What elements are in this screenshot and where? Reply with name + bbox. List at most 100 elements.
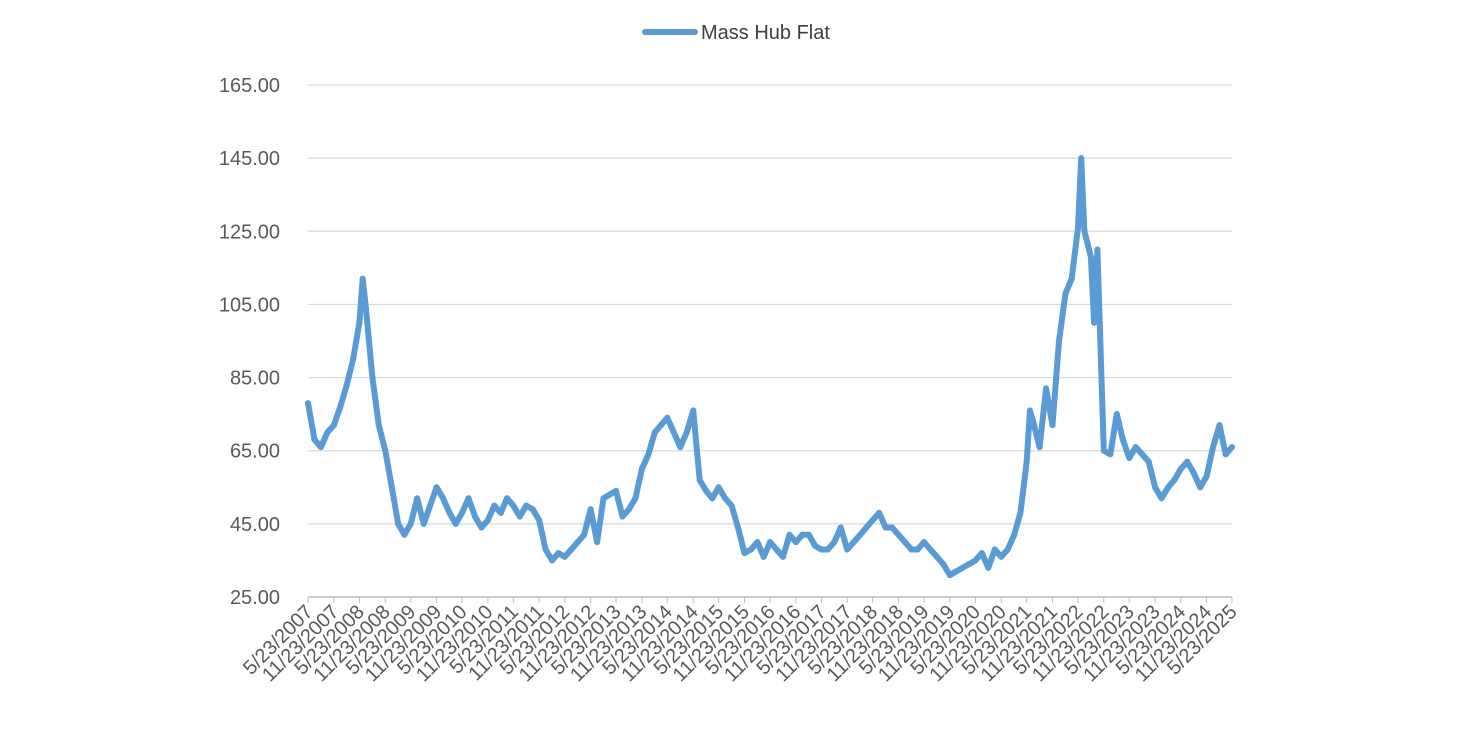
data-point [350, 356, 357, 363]
data-point [1152, 484, 1159, 491]
data-point [568, 546, 575, 553]
data-point [542, 546, 549, 553]
data-point [1222, 451, 1229, 458]
data-point [1056, 338, 1062, 344]
data-point [427, 502, 434, 509]
data-point [1171, 477, 1178, 483]
data-point [651, 429, 658, 436]
data-point [465, 495, 472, 502]
data-point [1091, 319, 1098, 326]
data-point [869, 517, 876, 524]
data-point [1043, 385, 1050, 392]
data-point [978, 550, 985, 557]
legend: Mass Hub Flat [642, 22, 830, 44]
data-point [504, 495, 510, 502]
data-point [1216, 422, 1223, 429]
series [305, 155, 1235, 579]
data-point [1132, 444, 1139, 451]
data-point [626, 506, 632, 513]
data-point [1184, 458, 1191, 465]
data-point [484, 517, 491, 524]
data-point [401, 531, 408, 538]
data-point [324, 429, 331, 436]
data-point [1177, 466, 1184, 472]
data-point [677, 444, 684, 451]
data-point [1068, 275, 1075, 282]
data-point [1190, 469, 1197, 476]
data-point [946, 572, 953, 579]
data-point [914, 546, 921, 553]
data-point [491, 502, 498, 509]
data-point [382, 447, 389, 454]
data-point [780, 553, 786, 560]
data-point [1139, 451, 1146, 458]
data-point [812, 542, 818, 549]
data-point [998, 553, 1005, 560]
data-point [1026, 407, 1033, 414]
data-point [1023, 458, 1030, 465]
data-point [619, 513, 626, 520]
data-point [741, 550, 748, 557]
data-point [1119, 436, 1126, 443]
data-point [395, 520, 402, 527]
y-axis: 25.00 45.00 65.00 85.00 105.00 125.00 145.00 16… [219, 75, 280, 609]
data-point [536, 517, 543, 524]
grid [308, 84, 1232, 525]
data-point [574, 539, 581, 546]
data-point [876, 509, 883, 516]
data-point [837, 524, 844, 531]
data-point [581, 531, 588, 538]
data-point [1036, 444, 1043, 451]
y-tick-label: 45.00 [230, 514, 280, 536]
data-point [1158, 495, 1165, 502]
data-point [1100, 447, 1107, 454]
data-point [760, 553, 767, 560]
data-point [709, 495, 716, 502]
data-point [824, 546, 831, 553]
x-axis [307, 596, 1233, 603]
x-axis-labels: 5/23/200711/23/20075/23/200811/23/20085/… [239, 601, 1241, 686]
data-point [587, 506, 594, 513]
data-point [1145, 458, 1152, 465]
y-tick-label: 65.00 [230, 441, 280, 463]
data-point [722, 495, 729, 502]
data-point [317, 444, 324, 451]
data-point [555, 550, 562, 557]
data-point [362, 305, 369, 312]
data-point [343, 381, 350, 388]
data-point [703, 487, 710, 494]
data-point [831, 539, 838, 546]
data-point [966, 561, 973, 568]
data-point [805, 531, 812, 538]
data-point [356, 319, 363, 326]
data-point [311, 436, 318, 443]
data-point [1030, 418, 1037, 425]
data-point [908, 546, 915, 553]
data-point [882, 524, 889, 531]
data-point [516, 513, 523, 520]
data-point [799, 531, 806, 538]
data-point [1229, 444, 1235, 451]
data-point [1004, 546, 1011, 553]
data-point [359, 275, 366, 282]
data-point [754, 539, 761, 546]
y-tick-label: 165.00 [219, 75, 280, 97]
data-point [1081, 228, 1088, 235]
data-point [549, 557, 556, 564]
data-point [600, 495, 607, 502]
data-point [561, 553, 568, 560]
data-point [690, 407, 697, 414]
data-point [632, 495, 639, 502]
data-point [748, 546, 754, 553]
data-point [433, 484, 440, 491]
data-point [420, 520, 427, 527]
data-point [933, 553, 940, 560]
data-point [972, 557, 979, 564]
data-point [1094, 246, 1101, 253]
data-point [1210, 444, 1216, 451]
data-point [1203, 473, 1210, 480]
data-point [1113, 411, 1120, 418]
data-point [857, 531, 864, 538]
data-point [369, 374, 376, 381]
data-point [715, 484, 722, 491]
